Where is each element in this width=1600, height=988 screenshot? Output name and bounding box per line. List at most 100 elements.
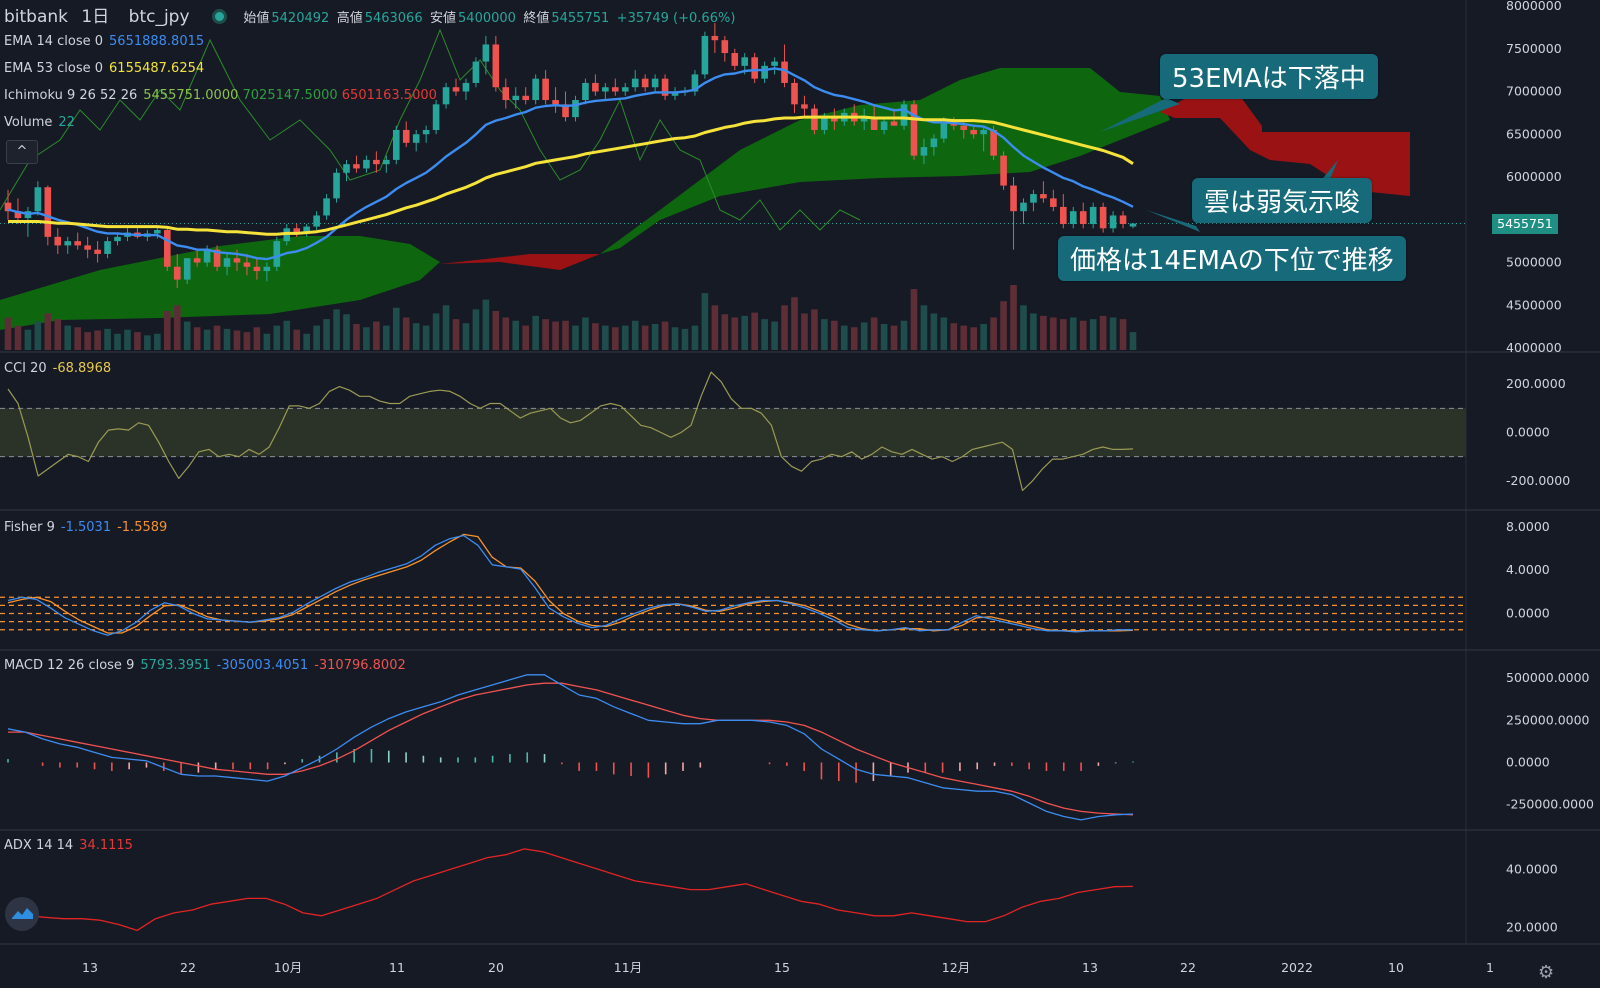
legend-cci[interactable]: CCI 20 -68.8968: [4, 361, 117, 376]
candle-body: [1040, 194, 1047, 199]
candle-body: [542, 78, 549, 101]
ohlc-low-value: 5400000: [458, 11, 516, 26]
candle-body: [442, 87, 450, 105]
symbol-header[interactable]: bitbank 1日 btc_jpy 始値 5420492 高値 5463066 安…: [4, 2, 737, 27]
collapse-legend-button[interactable]: ^: [6, 140, 38, 164]
time-axis[interactable]: 13 22 10月 11 20 11月 15 12月 13 22 2022 10 1: [82, 960, 1494, 975]
volume-bar: [522, 325, 529, 350]
legend-ichimoku-name: Ichimoku 9 26 52 26: [4, 88, 138, 103]
legend-adx[interactable]: ADX 14 14 34.1115: [4, 838, 139, 853]
indicator-tick-label: -250000.0000: [1506, 797, 1594, 812]
volume-bar: [154, 333, 161, 350]
volume-bar: [1089, 319, 1097, 350]
volume-bar: [811, 309, 818, 350]
volume-bar: [631, 320, 639, 350]
ohlc-high-value: 5463066: [364, 11, 423, 26]
pair-name[interactable]: btc_jpy: [128, 7, 190, 27]
candle-body: [1000, 155, 1007, 186]
candle-body: [223, 258, 231, 267]
volume-bar: [1109, 317, 1117, 350]
legend-adx-value: 34.1115: [79, 838, 133, 853]
volume-bar: [801, 313, 808, 350]
volume-bar: [163, 311, 171, 350]
candle-body: [1060, 206, 1067, 225]
time-tick-label: 1: [1486, 960, 1494, 975]
legend-macd-v2: -305003.4051: [216, 658, 309, 673]
candle-body: [203, 249, 211, 263]
candle-body: [701, 35, 709, 75]
volume-bar: [183, 321, 191, 350]
cci-pane[interactable]: [0, 371, 1466, 492]
candle-body: [1050, 198, 1057, 207]
candle-body: [831, 117, 838, 122]
legend-fisher[interactable]: Fisher 9 -1.5031 -1.5589: [4, 520, 173, 535]
candle-body: [44, 187, 52, 237]
interval[interactable]: 1日: [81, 7, 110, 27]
volume-bar: [64, 325, 72, 350]
lagging-span-line: [0, 28, 861, 231]
tradingview-logo-icon[interactable]: [5, 897, 39, 931]
candle-body: [333, 172, 340, 199]
volume-bar: [223, 328, 231, 350]
fisher-pane[interactable]: [0, 533, 1466, 636]
candle-body: [691, 74, 699, 92]
volume-bar: [900, 320, 908, 350]
adx-pane[interactable]: [8, 848, 1134, 932]
legend-macd-name: MACD 12 26 close 9: [4, 658, 135, 673]
indicator-tick-label: 8.0000: [1506, 519, 1550, 534]
time-tick-label: 11月: [614, 960, 642, 975]
volume-bar: [253, 327, 261, 350]
price-tick-label: 7500000: [1506, 41, 1562, 56]
candle-body: [392, 129, 400, 160]
price-axis[interactable]: 8000000 7500000 7000000 6500000 6000000 50000…: [1506, 0, 1594, 934]
candle-body: [323, 198, 330, 216]
volume-bar: [432, 313, 440, 350]
candle-body: [910, 104, 918, 156]
indicator-tick-label: -200.0000: [1506, 473, 1570, 488]
candle-body: [522, 95, 529, 101]
volume-bar: [960, 325, 968, 350]
legend-volume[interactable]: Volume 22: [4, 115, 81, 130]
candle-body: [602, 87, 609, 92]
volume-bar: [771, 321, 778, 350]
candle-body: [84, 245, 91, 250]
volume-bar: [24, 329, 32, 350]
legend-macd[interactable]: MACD 12 26 close 9 5793.3951 -305003.4051-…: [4, 658, 412, 673]
cci-line: [7, 371, 1134, 492]
legend-ema14-value: 5651888.8015: [109, 34, 205, 49]
candle-body: [1079, 211, 1087, 225]
legend-ema14[interactable]: EMA 14 close 0 5651888.8015: [4, 34, 210, 49]
exchange-name[interactable]: bitbank: [4, 7, 69, 27]
candle-body: [870, 117, 878, 130]
legend-fisher-name: Fisher 9: [4, 520, 55, 535]
price-tick-label: 7000000: [1506, 84, 1562, 99]
candle-body: [671, 91, 679, 96]
candle-body: [811, 108, 818, 130]
ohlc-close-value: 5455751: [551, 11, 610, 26]
candle-body: [990, 129, 997, 156]
ohlc-open-label: 始値: [243, 11, 270, 26]
gear-icon[interactable]: ⚙: [1538, 962, 1555, 983]
candle-body: [781, 61, 788, 83]
volume-bar: [462, 323, 470, 350]
candle-body: [193, 258, 201, 263]
volume-bar: [970, 327, 978, 350]
macd-pane[interactable]: [7, 674, 1134, 821]
candle-body: [114, 236, 121, 242]
volume-bar: [373, 321, 380, 350]
legend-ichimoku[interactable]: Ichimoku 9 26 52 26 5455751.0000 7025147.…: [4, 88, 443, 103]
legend-ema53[interactable]: EMA 53 close 0 6155487.6254: [4, 61, 210, 76]
candle-body: [1010, 185, 1017, 212]
candle-body: [104, 241, 111, 254]
volume-bar: [233, 330, 241, 350]
market-status-icon: [214, 11, 224, 21]
volume-bar: [412, 323, 420, 350]
volume-bar: [592, 323, 599, 350]
ohlc-close-label: 終値: [523, 11, 550, 26]
volume-bar: [4, 317, 12, 350]
volume-bar: [263, 333, 271, 350]
volume-bar: [552, 321, 559, 350]
indicator-tick-label: 0.0000: [1506, 755, 1550, 770]
candle-body: [173, 266, 181, 280]
